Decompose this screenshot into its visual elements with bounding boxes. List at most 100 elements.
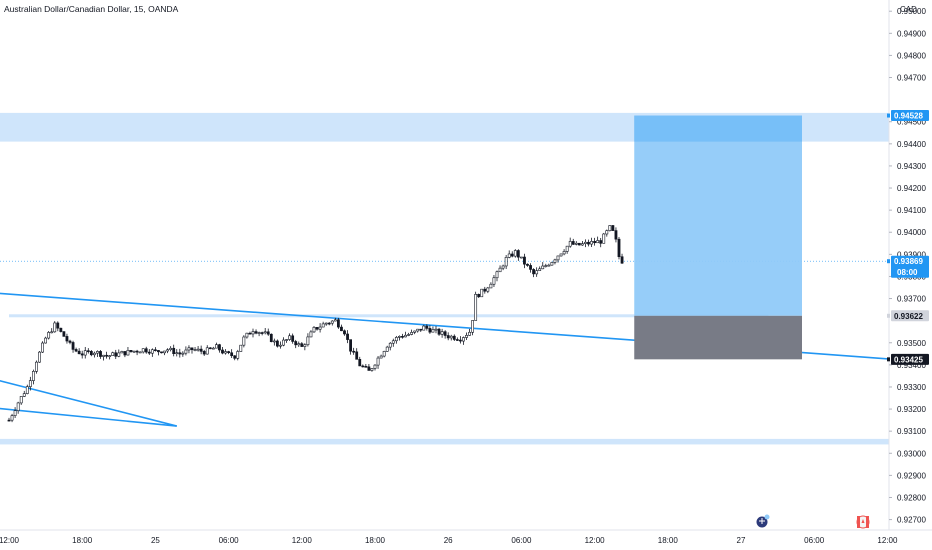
candle-body: [443, 331, 447, 336]
x-tick-label: 06:00: [511, 536, 532, 545]
candle-body: [382, 351, 386, 357]
candle-body: [215, 344, 218, 349]
candle-body: [617, 238, 621, 258]
candle-body: [239, 344, 243, 352]
entry-badge: 0.93622: [887, 310, 929, 322]
take-profit-badge-bg: [891, 110, 929, 122]
candle-body: [416, 328, 420, 332]
candle-body: [50, 331, 54, 334]
candle-body: [99, 351, 102, 357]
candle-body: [303, 344, 307, 347]
candle-body: [93, 352, 96, 356]
candle-body: [477, 294, 481, 298]
candle-body: [498, 267, 502, 273]
candle-body: [449, 335, 453, 339]
y-tick-label: 0.93500: [897, 339, 926, 348]
candle-body: [336, 319, 340, 328]
x-tick-label: 26: [444, 536, 453, 545]
candle-body: [471, 320, 475, 333]
y-tick-label: 0.93300: [897, 383, 926, 392]
x-tick-label: 12:00: [585, 536, 606, 545]
candle-body: [565, 245, 569, 252]
last-price-badge-marker: [887, 259, 890, 264]
candle-body: [608, 225, 612, 231]
candle-body: [431, 329, 435, 333]
candle-body: [385, 346, 389, 352]
x-tick-label: 18:00: [658, 536, 679, 545]
candle-body: [584, 241, 587, 244]
candle-body: [468, 331, 471, 336]
candle-body: [413, 330, 417, 333]
candle-body: [13, 410, 17, 416]
candle-body: [208, 347, 212, 350]
candle-body: [580, 243, 584, 246]
candle-body: [65, 336, 69, 342]
candle-body: [129, 350, 133, 352]
candle-body: [556, 255, 560, 261]
candle-body: [224, 351, 227, 354]
candle-body: [175, 352, 179, 355]
candle-body: [41, 342, 44, 353]
candle-body: [7, 419, 11, 422]
candle-body: [352, 350, 356, 353]
candle-body: [282, 339, 285, 346]
trendline-2: [0, 379, 177, 427]
candle-body: [587, 241, 590, 245]
ca-flag-event-icon[interactable]: [856, 515, 870, 529]
candle-body: [458, 339, 462, 342]
candle-body: [455, 339, 459, 341]
candle-body: [462, 337, 465, 342]
y-tick-label: 0.94400: [897, 140, 926, 149]
candle-body: [483, 288, 487, 292]
candle-body: [31, 371, 35, 381]
candle-body: [550, 262, 554, 266]
candle-body: [419, 328, 423, 331]
event-icons-layer: [755, 514, 870, 529]
candle-body: [343, 330, 346, 335]
candle-body: [102, 354, 105, 357]
candle-body: [321, 323, 325, 328]
candle-body: [516, 250, 520, 258]
target-zone-top: [634, 115, 802, 142]
candle-body: [312, 327, 316, 333]
last-price-badge-text: 0.93869: [894, 257, 923, 266]
candle-body: [340, 326, 343, 332]
candle-body: [108, 355, 112, 357]
candle-body: [251, 331, 255, 335]
y-tick-label: 0.94000: [897, 228, 926, 237]
candle-body: [181, 352, 185, 355]
candle-body: [86, 350, 90, 352]
candle-body: [132, 350, 136, 353]
au-flag-event-icon[interactable]: [755, 514, 770, 529]
y-tick-label: 0.93700: [897, 295, 926, 304]
candle-body: [275, 340, 279, 347]
candle-body: [297, 343, 301, 346]
take-profit-badge-text: 0.94528: [894, 112, 923, 121]
trendline-3: [0, 407, 177, 427]
candle-body: [126, 350, 130, 356]
y-tick-label: 0.94700: [897, 74, 926, 83]
y-tick-label: 0.92900: [897, 471, 926, 480]
stop-zone: [634, 315, 802, 360]
candle-body: [373, 364, 377, 369]
candle-body: [593, 241, 597, 244]
candle-body: [245, 332, 249, 338]
candle-body: [47, 332, 51, 339]
candle-body: [425, 325, 429, 329]
candle-body: [559, 253, 563, 257]
candle-body: [89, 351, 93, 356]
candle-body: [519, 256, 523, 259]
candle-body: [154, 349, 157, 352]
candle-body: [489, 283, 493, 289]
candle-body: [605, 230, 609, 235]
candle-body: [538, 268, 542, 271]
stop-badge-text: 0.93425: [894, 355, 923, 364]
candle-body: [187, 347, 191, 351]
candle-body: [269, 333, 273, 343]
candle-body: [291, 335, 295, 342]
candle-body: [163, 350, 166, 354]
candles-layer: [7, 224, 624, 423]
candle-body: [440, 331, 444, 335]
